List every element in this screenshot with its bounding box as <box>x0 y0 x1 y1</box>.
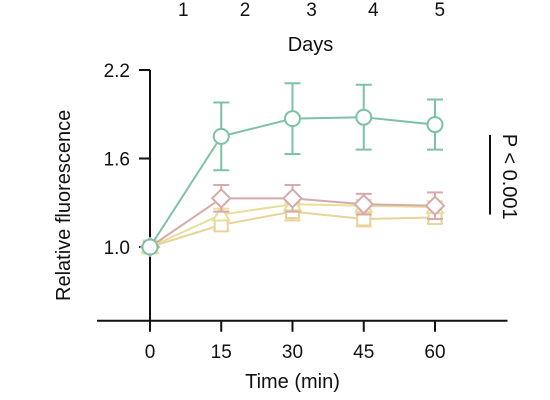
data-point <box>426 116 444 134</box>
y-tick-label: 2.2 <box>104 61 130 82</box>
series-circle <box>141 82 444 256</box>
x-axis: 0 15 30 45 60 <box>97 319 508 363</box>
data-point <box>282 187 303 209</box>
top-tick-label: 3 <box>306 0 317 21</box>
data-point <box>141 238 159 256</box>
data-point <box>211 204 231 222</box>
data-point <box>210 187 232 209</box>
series-layer <box>139 82 446 258</box>
significance-annotation: P < 0.001 <box>498 134 520 220</box>
y-tick-label: 1.6 <box>104 150 130 171</box>
x-tick-label: 60 <box>424 342 445 363</box>
x-tick-label: 15 <box>211 342 232 363</box>
data-point <box>212 127 230 145</box>
data-point <box>355 108 373 126</box>
data-point <box>353 193 375 215</box>
x-tick-label: 0 <box>145 342 156 363</box>
top-tick-label: 4 <box>368 0 379 21</box>
x-axis-title: Time (min) <box>245 371 340 393</box>
data-point <box>284 110 301 128</box>
y-tick-label: 1.0 <box>104 238 130 259</box>
x-tick-label: 30 <box>282 342 303 363</box>
x-tick-label: 45 <box>353 342 374 363</box>
top-tick-label: 2 <box>240 0 251 21</box>
top-days-axis: 1 2 3 4 5 <box>178 0 445 21</box>
y-axis: 1.0 1.6 2.2 <box>104 61 151 321</box>
top-tick-label: 5 <box>434 0 445 21</box>
y-axis-title: Relative fluorescence <box>53 110 75 301</box>
top-tick-label: 1 <box>178 0 189 21</box>
data-point <box>424 195 446 217</box>
top-axis-title: Days <box>288 34 334 56</box>
